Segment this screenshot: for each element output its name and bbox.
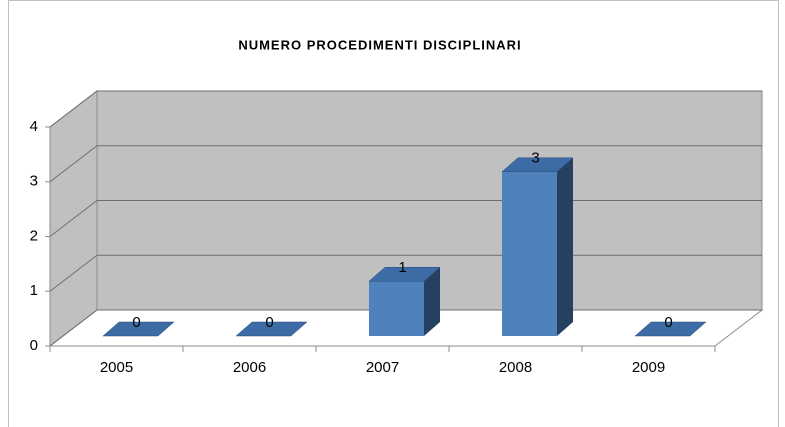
x-tick-label: 2006 [233, 359, 266, 376]
bar-top [501, 157, 574, 172]
data-label: 0 [664, 314, 672, 331]
bar-top [368, 267, 441, 282]
bar [634, 321, 707, 337]
grid-line [49, 90, 762, 128]
y-tick-label: 4 [30, 118, 38, 135]
bar-front [369, 281, 424, 336]
bar [368, 267, 441, 336]
y-tick-label: 2 [30, 227, 38, 244]
x-tick-label: 2008 [499, 359, 532, 376]
y-tick-label: 3 [30, 173, 38, 190]
x-tick-label: 2007 [366, 359, 399, 376]
data-label: 1 [398, 259, 406, 276]
bar [102, 321, 175, 337]
x-tick-label: 2009 [632, 359, 665, 376]
bar-side [424, 267, 440, 336]
y-tick-label: 0 [30, 337, 38, 354]
bar [501, 157, 574, 336]
x-tick-label: 2005 [100, 359, 133, 376]
data-label: 3 [531, 150, 539, 167]
bar-side [557, 157, 573, 336]
bar-front [502, 171, 557, 336]
bar-top [634, 321, 707, 337]
data-label: 0 [265, 314, 273, 331]
chart-border [8, 0, 779, 427]
y-tick-label: 1 [30, 282, 38, 299]
chart-title: NUMERO PROCEDIMENTI DISCIPLINARI [238, 37, 521, 52]
bar-top [102, 321, 175, 337]
grid-line [49, 145, 762, 183]
bar-top [235, 321, 308, 337]
data-label: 0 [132, 314, 140, 331]
bar [235, 321, 308, 337]
